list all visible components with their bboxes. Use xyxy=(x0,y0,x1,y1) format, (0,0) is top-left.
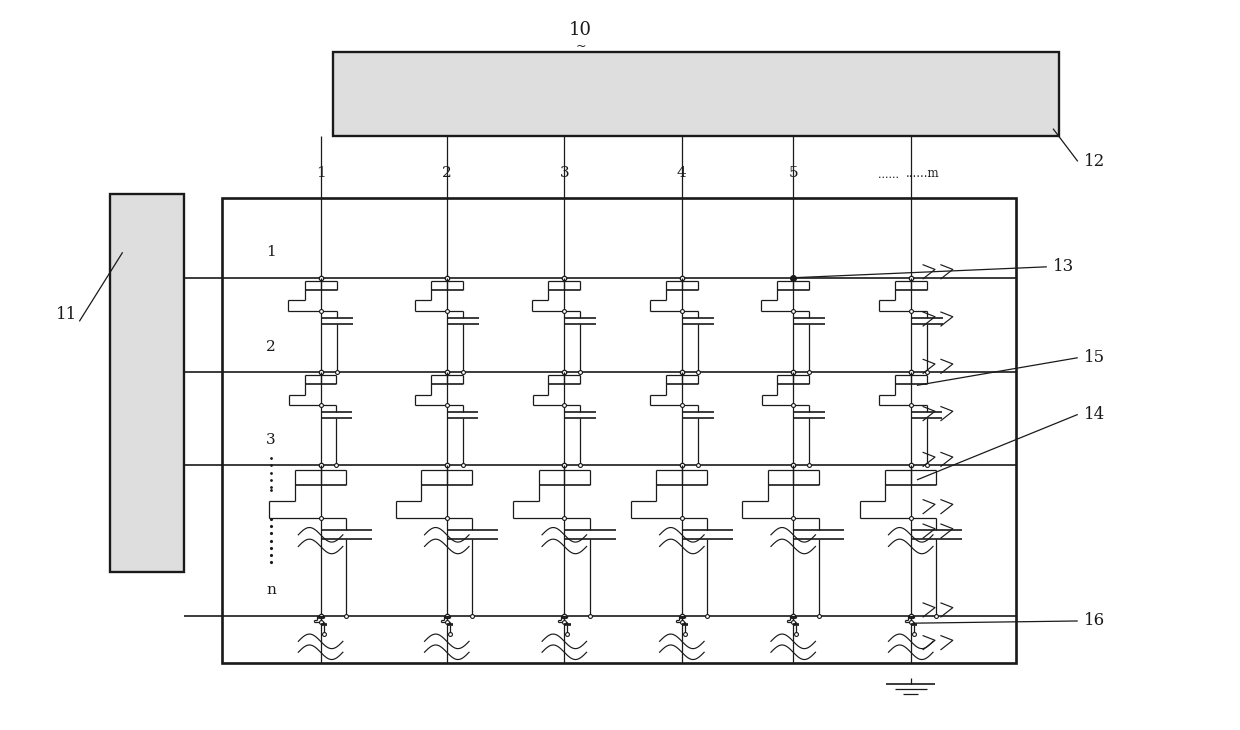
Bar xyxy=(334,53,1059,136)
Text: 2: 2 xyxy=(267,340,277,354)
Bar xyxy=(110,194,185,572)
Text: 12: 12 xyxy=(1084,153,1105,170)
Text: 14: 14 xyxy=(1084,406,1105,423)
Text: 3: 3 xyxy=(559,166,569,180)
Text: 2: 2 xyxy=(441,166,451,180)
Text: 3: 3 xyxy=(267,433,277,447)
Text: 13: 13 xyxy=(1053,258,1074,275)
Text: 1: 1 xyxy=(267,245,277,259)
Text: 4: 4 xyxy=(677,166,687,180)
Text: ......m: ......m xyxy=(906,166,940,180)
Text: 11: 11 xyxy=(56,306,78,323)
Text: 16: 16 xyxy=(1084,612,1105,629)
Text: ~: ~ xyxy=(575,40,585,53)
Text: 5: 5 xyxy=(789,166,799,180)
Text: ......: ...... xyxy=(878,169,899,180)
Text: 10: 10 xyxy=(569,21,591,39)
Text: 1: 1 xyxy=(316,166,325,180)
Text: 15: 15 xyxy=(1084,349,1105,366)
Bar xyxy=(222,198,1016,663)
Text: n: n xyxy=(267,583,277,597)
